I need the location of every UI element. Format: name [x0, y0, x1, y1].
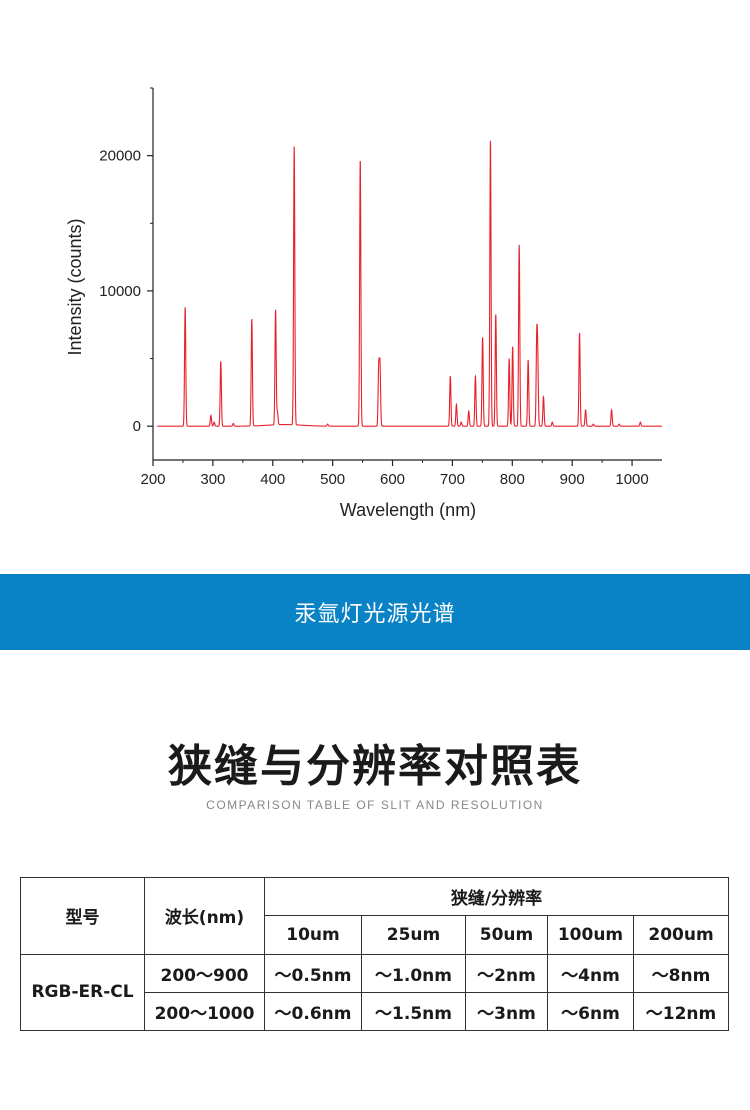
- resolution-cell: ～2nm: [465, 953, 548, 993]
- section-title: 狭缝与分辨率对照表: [168, 741, 582, 792]
- y-tick-label: 10000: [99, 283, 141, 300]
- x-tick-label: 200: [140, 471, 165, 488]
- table-row: 200～1000 ～0.6nm ～1.5nm ～3nm ～6nm ～12nm: [21, 991, 730, 1032]
- model-cell: RGB-ER-CL: [20, 953, 145, 1031]
- resolution-cell: ～1.5nm: [361, 991, 466, 1032]
- x-tick-label: 400: [260, 471, 285, 488]
- slit-resolution-header: 狭缝/分辨率: [263, 876, 730, 917]
- chart-axes: [152, 88, 662, 461]
- x-tick-label: 800: [500, 471, 525, 488]
- resolution-cell: ～6nm: [547, 991, 634, 1032]
- y-tick-label: 20000: [99, 148, 141, 165]
- resolution-cell: ～3nm: [465, 991, 548, 1032]
- x-axis-label: Wavelength (nm): [340, 500, 476, 520]
- slit-resolution-table: 型号 波长(nm) 狭缝/分辨率 10um 25um 50um 100um 20…: [20, 876, 730, 1032]
- wavelength-cell: 200～900: [144, 953, 265, 993]
- spectrum-caption-banner: 汞氩灯光源光谱: [0, 574, 750, 650]
- x-tick-label: 300: [200, 471, 225, 488]
- x-tick-label: 1000: [615, 471, 648, 488]
- section-subtitle: COMPARISON TABLE OF SLIT AND RESOLUTION: [206, 798, 544, 812]
- wavelength-header: 波长(nm): [144, 877, 265, 955]
- banner-text: 汞氩灯光源光谱: [294, 602, 456, 627]
- x-tick-label: 500: [320, 471, 345, 488]
- resolution-cell: ～8nm: [632, 953, 730, 993]
- resolution-cell: ～12nm: [632, 991, 730, 1032]
- model-header: 型号: [20, 877, 145, 955]
- wavelength-cell: 200～1000: [144, 991, 265, 1032]
- table-header-row: 型号 波长(nm) 狭缝/分辨率: [20, 876, 730, 955]
- spectrum-chart-svg: 200 300 400 500 600 700 800 900 100001000020000 …: [65, 87, 662, 520]
- y-axis-label: Intensity (counts): [65, 218, 85, 355]
- resolution-cell: ～0.5nm: [264, 953, 362, 993]
- resolution-cell: ～4nm: [547, 953, 634, 993]
- resolution-cell: ～0.6nm: [264, 991, 362, 1032]
- spectrum-chart: 200 300 400 500 600 700 800 900 1000 0 10000 20000 …: [65, 87, 662, 520]
- x-tick-label: 700: [440, 471, 465, 488]
- slit-header-cell: 10um: [264, 915, 362, 955]
- slit-header-cell: 200um: [632, 915, 730, 955]
- resolution-cell: ～1.0nm: [361, 953, 466, 993]
- table-row: RGB-ER-CL 200～900 ～0.5nm ～1.0nm ～2nm ～4n…: [20, 953, 730, 1031]
- slit-header-cell: 50um: [465, 915, 548, 955]
- x-tick-label: 600: [380, 471, 405, 488]
- spectrum-line: [157, 140, 662, 427]
- slit-header-cell: 25um: [361, 915, 466, 955]
- x-tick-label: 900: [560, 471, 585, 488]
- slit-header-cell: 100um: [547, 915, 634, 955]
- y-tick-label: 0: [133, 418, 141, 435]
